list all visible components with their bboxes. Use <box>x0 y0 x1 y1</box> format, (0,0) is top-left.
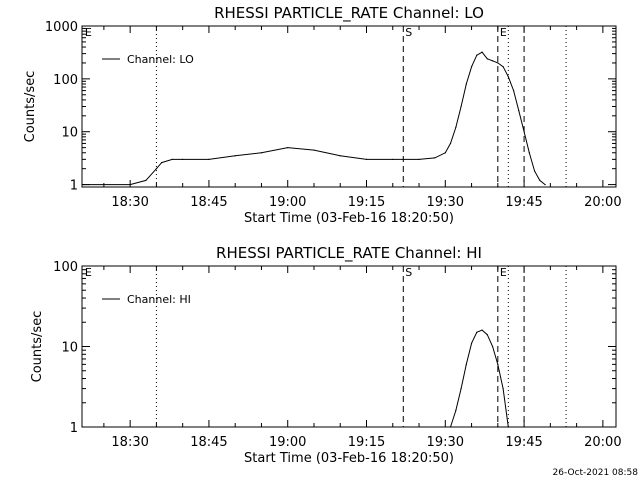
data-point <box>460 105 462 108</box>
data-point <box>182 158 184 160</box>
data-point <box>486 334 488 336</box>
y-tick-label: 10 <box>61 341 78 356</box>
y-tick-label: 1000 <box>45 20 78 35</box>
y-tick-label: 1 <box>70 179 78 194</box>
series-line <box>82 51 546 186</box>
footer-timestamp: 26-Oct-2021 08:58 <box>552 468 638 478</box>
marker-label: E <box>85 266 92 279</box>
data-point <box>171 158 173 160</box>
marker-label: S <box>405 26 412 39</box>
data-point <box>161 162 163 164</box>
marker-label: E <box>500 266 507 279</box>
data-point <box>260 152 263 154</box>
data-point <box>129 183 131 186</box>
data-point <box>491 345 494 348</box>
series-line <box>450 329 509 428</box>
data-point <box>145 179 147 181</box>
legend-label: Channel: HI <box>127 293 191 306</box>
x-tick-label: 18:30 <box>111 195 148 210</box>
data-point <box>392 158 394 160</box>
data-point <box>234 155 236 157</box>
data-point <box>518 110 520 112</box>
data-point <box>460 387 462 390</box>
data-point <box>402 158 404 160</box>
data-point <box>208 158 210 160</box>
data-point <box>365 158 368 160</box>
data-point <box>287 147 289 149</box>
marker-label: E <box>85 26 92 39</box>
marker-label: S <box>405 266 412 279</box>
data-point <box>497 62 499 64</box>
data-point <box>507 426 509 428</box>
x-tick-label: 18:30 <box>111 435 148 450</box>
data-point <box>481 51 483 53</box>
data-point <box>418 158 420 160</box>
x-tick-label: 19:30 <box>427 435 464 450</box>
chart-title: RHESSI PARTICLE_RATE Channel: HI <box>216 244 482 263</box>
data-point <box>449 426 452 428</box>
data-point <box>523 131 525 133</box>
data-point <box>544 183 546 186</box>
plot-frame <box>81 265 617 428</box>
y-tick-label: 100 <box>53 260 78 275</box>
x-tick-label: 18:45 <box>190 435 227 450</box>
x-tick-label: 19:45 <box>505 435 542 450</box>
x-tick-label: 20:00 <box>584 195 621 210</box>
x-tick-label: 19:00 <box>269 195 306 210</box>
data-point <box>486 58 488 60</box>
data-point <box>444 152 446 154</box>
x-tick-label: 19:45 <box>505 195 542 210</box>
x-axis-label: Start Time (03-Feb-16 18:20:50) <box>244 211 454 226</box>
data-point <box>82 183 84 186</box>
data-point <box>476 54 478 56</box>
data-point <box>481 329 483 331</box>
y-tick-label: 10 <box>61 126 78 141</box>
data-point <box>502 66 504 68</box>
chart-title: RHESSI PARTICLE_RATE Channel: LO <box>214 4 484 23</box>
data-point <box>339 155 341 157</box>
legend-label: Channel: LO <box>127 53 194 66</box>
data-point <box>465 83 467 85</box>
x-tick-label: 19:15 <box>348 195 385 210</box>
data-point <box>539 179 541 181</box>
data-point <box>491 60 494 62</box>
y-tick-label: 1 <box>70 421 78 436</box>
data-point <box>155 168 158 170</box>
data-point <box>470 342 473 344</box>
x-tick-label: 19:15 <box>348 435 385 450</box>
data-point <box>512 89 515 92</box>
marker-label: E <box>500 26 507 39</box>
y-tick-label: 100 <box>53 73 78 88</box>
data-point <box>465 363 467 365</box>
data-point <box>497 363 499 365</box>
data-point <box>455 409 457 412</box>
y-axis-label: Counts/sec <box>23 71 38 143</box>
y-axis-label: Counts/sec <box>30 311 45 383</box>
x-tick-label: 19:00 <box>269 435 306 450</box>
x-axis-label: Start Time (03-Feb-16 18:20:50) <box>244 451 454 466</box>
x-tick-label: 20:00 <box>584 435 621 450</box>
data-point <box>313 149 315 151</box>
data-point <box>455 126 457 129</box>
data-point <box>434 157 436 159</box>
x-tick-label: 19:30 <box>427 195 464 210</box>
data-point <box>507 76 509 78</box>
x-tick-label: 18:45 <box>190 195 227 210</box>
data-point <box>470 66 473 68</box>
data-point <box>533 170 536 172</box>
data-point <box>476 331 478 333</box>
data-point <box>449 142 452 145</box>
data-point <box>528 152 530 154</box>
data-point <box>502 387 504 390</box>
